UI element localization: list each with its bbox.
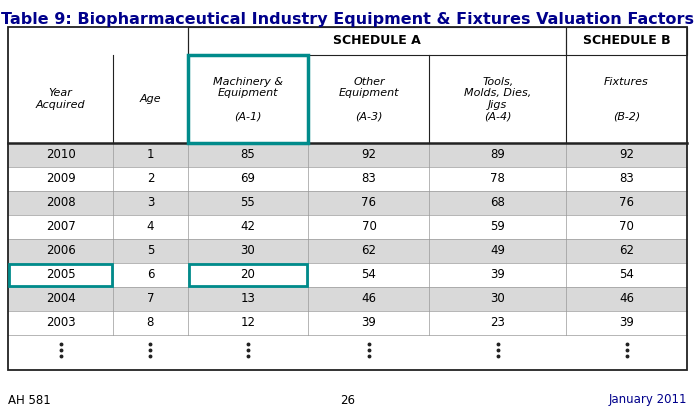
Text: Machinery &
Equipment

(A-1): Machinery & Equipment (A-1) — [213, 76, 283, 121]
Text: 6: 6 — [147, 268, 154, 281]
Text: 76: 76 — [361, 197, 377, 210]
Bar — [8, 191, 687, 215]
Text: 39: 39 — [490, 268, 505, 281]
Text: 46: 46 — [361, 292, 377, 305]
Bar — [188, 55, 309, 143]
Text: January 2011: January 2011 — [609, 394, 687, 407]
Text: 39: 39 — [619, 317, 634, 330]
Bar — [8, 263, 687, 287]
Text: Tools,
Molds, Dies,
Jigs
(A-4): Tools, Molds, Dies, Jigs (A-4) — [464, 76, 532, 121]
Text: 76: 76 — [619, 197, 634, 210]
Text: 83: 83 — [361, 173, 376, 186]
Bar — [8, 215, 687, 239]
Text: 70: 70 — [619, 220, 634, 234]
Text: Year
Acquired: Year Acquired — [36, 88, 85, 110]
Text: SCHEDULE A: SCHEDULE A — [333, 34, 420, 47]
Bar — [8, 287, 687, 311]
Text: 26: 26 — [340, 394, 355, 407]
Bar — [9, 264, 113, 286]
Text: 83: 83 — [619, 173, 634, 186]
Text: 12: 12 — [240, 317, 256, 330]
Text: 55: 55 — [240, 197, 255, 210]
Bar — [188, 27, 566, 55]
Bar — [8, 55, 687, 143]
Text: 89: 89 — [490, 149, 505, 162]
Text: 54: 54 — [619, 268, 634, 281]
Bar — [8, 27, 687, 55]
Text: 39: 39 — [361, 317, 377, 330]
Bar — [8, 239, 687, 263]
Text: 49: 49 — [490, 244, 505, 257]
Text: 2005: 2005 — [46, 268, 76, 281]
Text: 2003: 2003 — [46, 317, 76, 330]
Text: 2006: 2006 — [46, 244, 76, 257]
Text: 92: 92 — [619, 149, 634, 162]
Text: 2007: 2007 — [46, 220, 76, 234]
Text: 42: 42 — [240, 220, 256, 234]
Text: 8: 8 — [147, 317, 154, 330]
Text: 30: 30 — [491, 292, 505, 305]
Text: 20: 20 — [240, 268, 256, 281]
Text: 59: 59 — [490, 220, 505, 234]
Text: 85: 85 — [240, 149, 255, 162]
Text: 2009: 2009 — [46, 173, 76, 186]
Text: Age: Age — [140, 94, 161, 104]
Bar — [8, 311, 687, 335]
Text: 3: 3 — [147, 197, 154, 210]
Text: 2010: 2010 — [46, 149, 76, 162]
Text: 70: 70 — [361, 220, 377, 234]
Bar — [566, 27, 687, 55]
Text: Fixtures


(B-2): Fixtures (B-2) — [604, 76, 649, 121]
Text: 30: 30 — [240, 244, 255, 257]
Text: 2008: 2008 — [46, 197, 76, 210]
Bar — [8, 143, 687, 167]
Bar — [188, 264, 307, 286]
Text: 2: 2 — [147, 173, 154, 186]
Text: 78: 78 — [490, 173, 505, 186]
Text: SCHEDULE B: SCHEDULE B — [582, 34, 670, 47]
Bar — [8, 27, 687, 370]
Bar — [8, 167, 687, 191]
Text: 54: 54 — [361, 268, 377, 281]
Text: 23: 23 — [490, 317, 505, 330]
Text: 4: 4 — [147, 220, 154, 234]
Text: 7: 7 — [147, 292, 154, 305]
Text: 62: 62 — [619, 244, 634, 257]
Text: 62: 62 — [361, 244, 377, 257]
Text: 5: 5 — [147, 244, 154, 257]
Text: 2004: 2004 — [46, 292, 76, 305]
Text: 68: 68 — [490, 197, 505, 210]
Text: 13: 13 — [240, 292, 256, 305]
Text: 1: 1 — [147, 149, 154, 162]
Text: AH 581: AH 581 — [8, 394, 51, 407]
Text: Table 9: Biopharmaceutical Industry Equipment & Fixtures Valuation Factors: Table 9: Biopharmaceutical Industry Equi… — [1, 12, 694, 27]
Text: 92: 92 — [361, 149, 377, 162]
Text: Other
Equipment

(A-3): Other Equipment (A-3) — [338, 76, 399, 121]
Text: 46: 46 — [619, 292, 634, 305]
Text: 69: 69 — [240, 173, 256, 186]
